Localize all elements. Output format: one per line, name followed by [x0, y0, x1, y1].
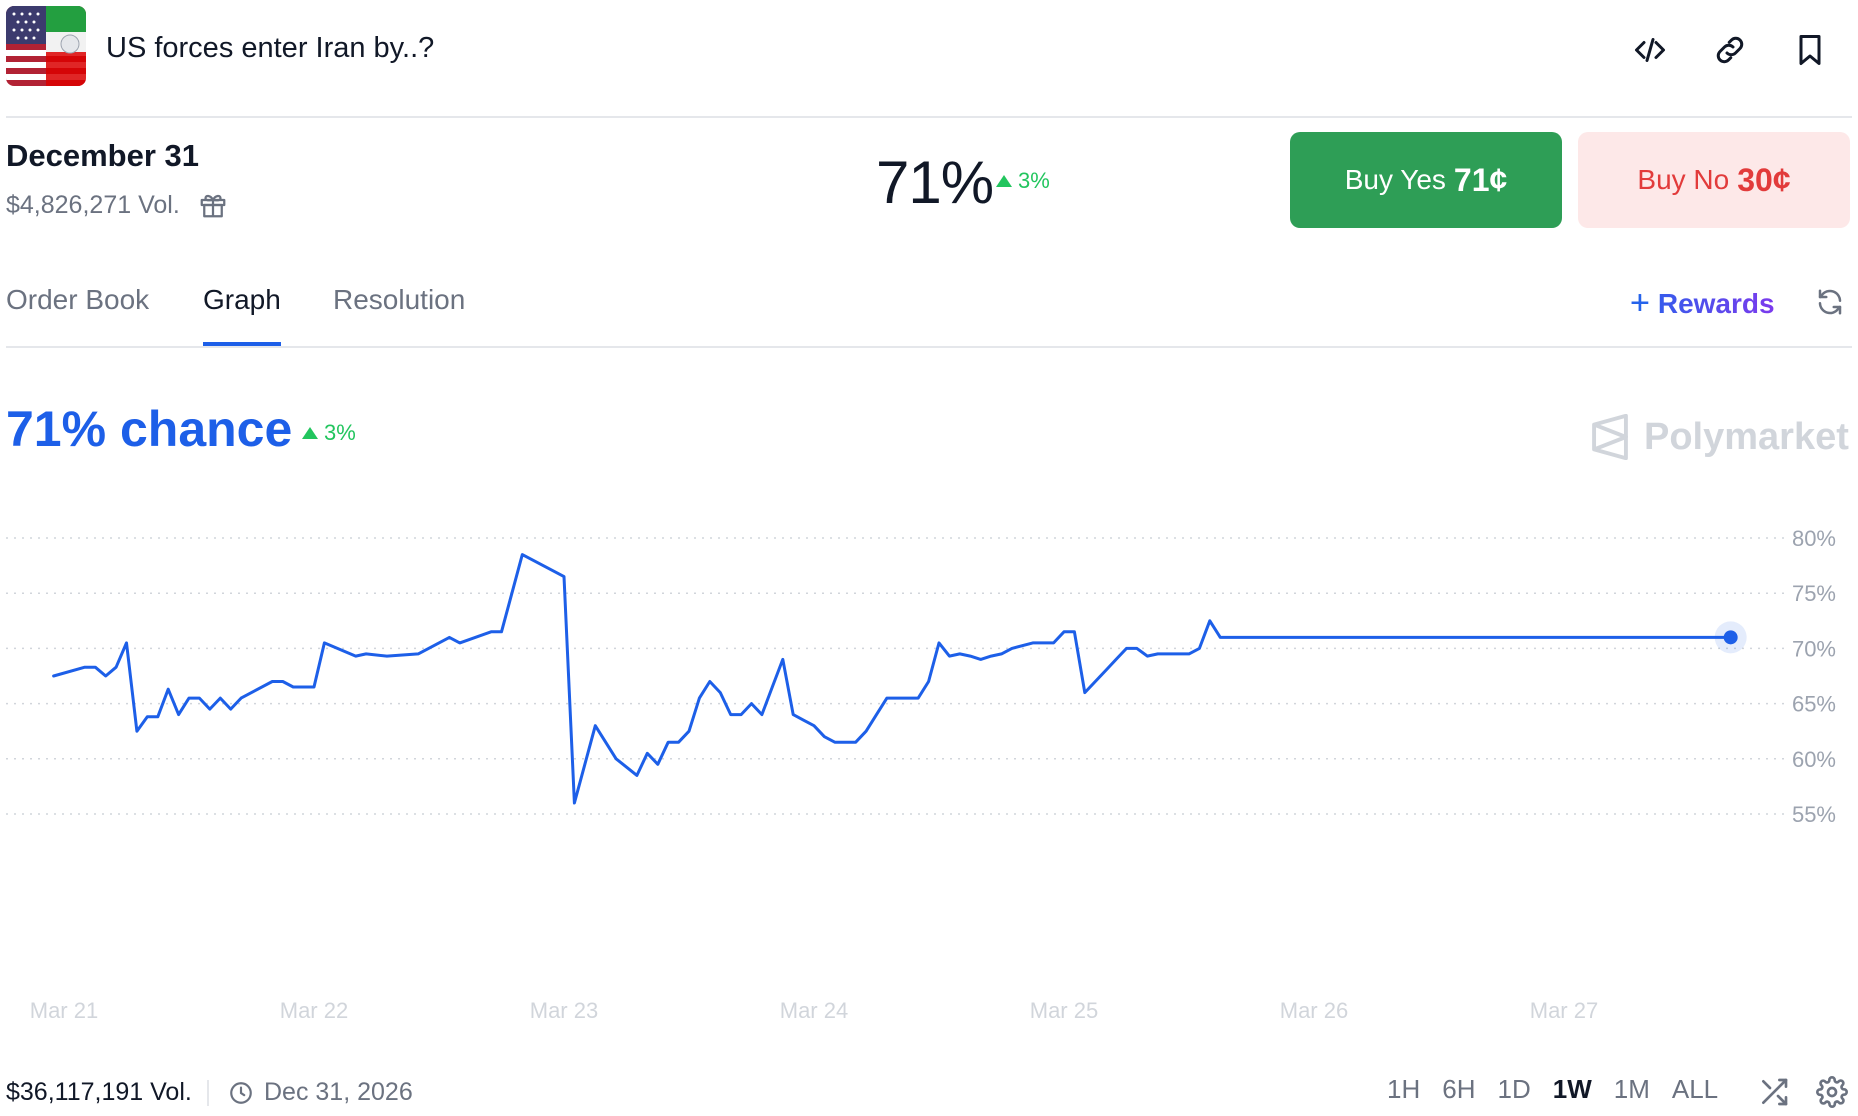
clock-icon: [230, 1081, 252, 1104]
watermark-text: Polymarket: [1644, 415, 1849, 458]
up-triangle-icon: [302, 427, 318, 439]
flag-image: [6, 6, 86, 86]
market-title: US forces enter Iran by..?: [106, 32, 435, 64]
market-header: US forces enter Iran by..?: [6, 6, 1852, 118]
y-tick-label: 55%: [1792, 802, 1836, 827]
time-range-selector: 1H 6H 1D 1W 1M ALL: [1376, 1074, 1729, 1105]
y-tick-label: 70%: [1792, 636, 1836, 661]
copy-link-button[interactable]: [1708, 28, 1752, 72]
refresh-icon: [1818, 289, 1842, 315]
chart-series: [52, 553, 1747, 805]
outcome-delta: 3%: [996, 168, 1050, 194]
outcome-delta-text: 3%: [1018, 168, 1050, 193]
x-tick-label: Mar 22: [280, 998, 348, 1023]
y-tick-label: 80%: [1792, 526, 1836, 551]
tab-graph[interactable]: Graph: [203, 284, 281, 346]
market-thumbnail[interactable]: [6, 6, 86, 86]
tab-bar: Order Book Graph Resolution + Rewards: [6, 270, 1852, 348]
last-point-marker: [1723, 630, 1738, 645]
rewards-button[interactable]: + Rewards: [1630, 284, 1775, 323]
bookmark-button[interactable]: [1788, 28, 1832, 72]
total-volume: $36,117,191 Vol.: [6, 1078, 192, 1106]
range-1m[interactable]: 1M: [1613, 1074, 1650, 1104]
chance-headline: 71% chance: [6, 401, 293, 457]
buy-no-button[interactable]: Buy No 30¢: [1578, 132, 1850, 228]
x-tick-label: Mar 24: [780, 998, 848, 1023]
x-tick-label: Mar 21: [30, 998, 98, 1023]
x-tick-label: Mar 27: [1530, 998, 1598, 1023]
buy-yes-price: 71¢: [1453, 161, 1508, 198]
outcome-volume: $4,826,271 Vol.: [6, 190, 228, 220]
outcome-percent: 71%: [876, 149, 994, 216]
outcome-volume-text: $4,826,271 Vol.: [6, 190, 180, 219]
bookmark-icon: [1799, 35, 1821, 65]
buy-no-price: 30¢: [1737, 161, 1791, 198]
x-axis-ticks: Mar 21 Mar 22 Mar 23 Mar 24 Mar 25 Mar 26 Mar …: [30, 998, 1598, 1023]
chance-delta-text: 3%: [324, 420, 356, 445]
end-date: Dec 31, 2026: [228, 1078, 413, 1107]
buy-yes-label: Buy Yes: [1344, 164, 1446, 195]
range-1h[interactable]: 1H: [1387, 1074, 1421, 1104]
buy-no-label: Buy No: [1637, 164, 1730, 195]
x-tick-label: Mar 23: [530, 998, 598, 1023]
chance-delta: 3%: [302, 420, 356, 446]
end-date-text: Dec 31, 2026: [264, 1078, 413, 1106]
y-axis-ticks: 80% 75% 70% 65% 60% 55%: [1792, 526, 1836, 827]
range-1d[interactable]: 1D: [1497, 1074, 1531, 1104]
link-icon: [1716, 36, 1744, 64]
outcome-date: December 31: [6, 138, 200, 173]
y-tick-label: 60%: [1792, 747, 1836, 772]
price-chart[interactable]: 80%75%70%65%60%55% Mar 21 Mar 22 Mar 23 Mar…: [0, 500, 1858, 1040]
x-tick-label: Mar 25: [1030, 998, 1098, 1023]
y-tick-label: 75%: [1792, 581, 1836, 606]
polymarket-watermark: Polymarket: [1588, 414, 1849, 460]
range-6h[interactable]: 6H: [1442, 1074, 1476, 1104]
range-1w[interactable]: 1W: [1552, 1074, 1592, 1104]
shuffle-button[interactable]: [1756, 1074, 1792, 1110]
embed-code-button[interactable]: [1628, 28, 1672, 72]
range-all[interactable]: ALL: [1671, 1074, 1719, 1104]
refresh-button[interactable]: [1810, 282, 1850, 322]
gift-icon[interactable]: [198, 190, 228, 220]
series-line: [52, 553, 1733, 805]
footer-divider: [207, 1080, 209, 1106]
y-tick-label: 65%: [1792, 692, 1836, 717]
shuffle-icon: [1762, 1078, 1788, 1106]
up-triangle-icon: [996, 175, 1012, 187]
embed-code-icon: [1635, 38, 1665, 62]
tab-order-book[interactable]: Order Book: [6, 284, 150, 315]
plus-icon: +: [1630, 284, 1650, 322]
chart-grid: [6, 537, 1786, 815]
rewards-label: Rewards: [1657, 287, 1775, 319]
settings-button[interactable]: [1814, 1074, 1850, 1110]
x-tick-label: Mar 26: [1280, 998, 1348, 1023]
tab-resolution[interactable]: Resolution: [333, 284, 466, 315]
gear-icon: [1816, 1076, 1848, 1108]
polymarket-logo-icon: [1592, 414, 1628, 460]
buy-yes-button[interactable]: Buy Yes 71¢: [1290, 132, 1562, 228]
